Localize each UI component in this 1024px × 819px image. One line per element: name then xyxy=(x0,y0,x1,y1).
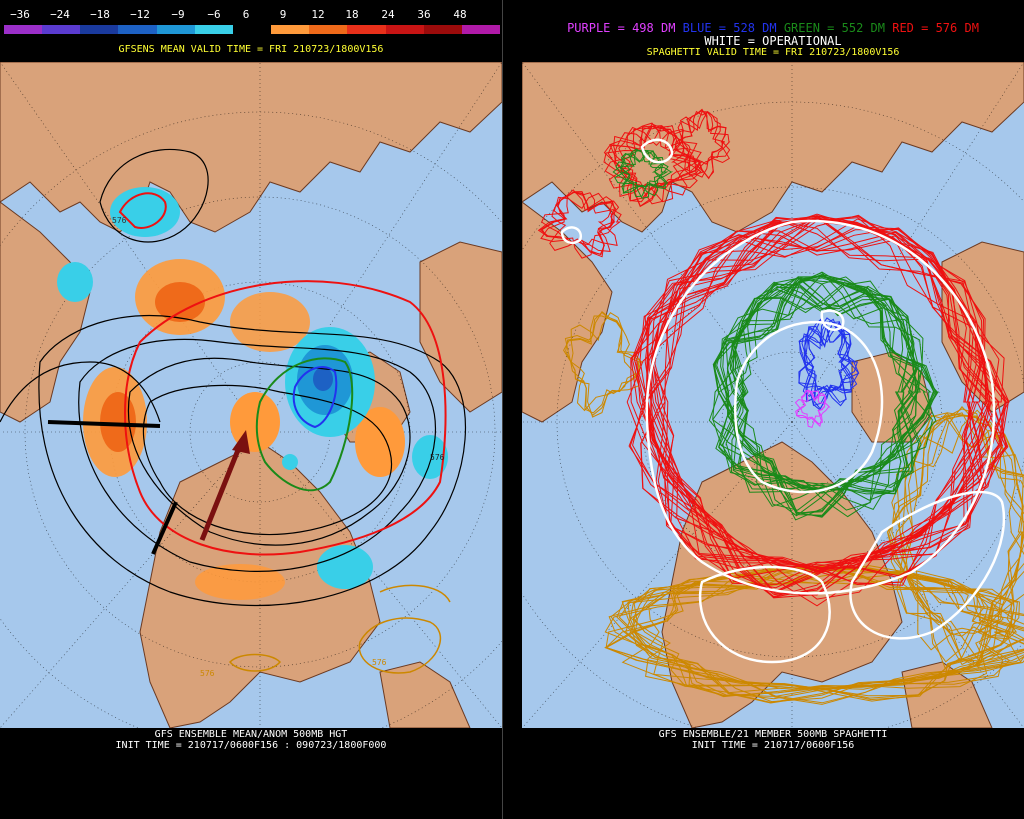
legend-swatch xyxy=(195,25,233,34)
right-init-time: INIT TIME = 210717/0600F156 xyxy=(522,740,1024,751)
left-bottom-title: GFS ENSEMBLE MEAN/ANOM 500MB HGT xyxy=(0,729,502,740)
spaghetti-map xyxy=(522,62,1024,728)
legend-label: 9 xyxy=(280,8,287,21)
legend-swatch xyxy=(386,25,424,34)
spaghetti-map-svg xyxy=(522,62,1024,728)
legend-swatch xyxy=(347,25,385,34)
legend-green: GREEN = 552 DM xyxy=(784,21,885,35)
legend-purple: PURPLE = 498 DM xyxy=(567,21,675,35)
legend-swatch xyxy=(424,25,462,34)
legend-label: −9 xyxy=(171,8,184,21)
legend-label: 12 xyxy=(311,8,324,21)
legend-swatch xyxy=(80,25,118,34)
legend-swatch xyxy=(462,25,500,34)
anomaly-legend-labels: −36 −24 −18 −12 −9 −6 6 9 12 18 24 36 48 xyxy=(0,8,502,22)
legend-label: 18 xyxy=(345,8,358,21)
contour-label: 576 xyxy=(372,658,387,667)
legend-label: −6 xyxy=(207,8,220,21)
legend-label: 24 xyxy=(381,8,394,21)
contour-label: 576 xyxy=(430,453,445,462)
panel-divider-line xyxy=(502,0,503,819)
legend-swatch xyxy=(118,25,156,34)
right-bottom-title: GFS ENSEMBLE/21 MEMBER 500MB SPAGHETTI xyxy=(522,729,1024,740)
anomaly-map-svg: 576 576 576 576 xyxy=(0,62,502,728)
legend-label: −12 xyxy=(130,8,150,21)
legend-label: 48 xyxy=(453,8,466,21)
legend-swatch xyxy=(271,25,309,34)
legend-red: RED = 576 DM xyxy=(892,21,979,35)
left-valid-time: GFSENS MEAN VALID TIME = FRI 210723/1800… xyxy=(0,44,502,55)
legend-swatch xyxy=(42,25,80,34)
legend-white: WHITE = OPERATIONAL xyxy=(522,35,1024,47)
anomaly-panel: −36 −24 −18 −12 −9 −6 6 9 12 18 24 36 48… xyxy=(0,0,502,819)
left-init-time: INIT TIME = 210717/0600F156 : 090723/180… xyxy=(0,740,502,751)
contour-label: 576 xyxy=(112,216,127,225)
legend-label: −24 xyxy=(50,8,70,21)
legend-label: −36 xyxy=(10,8,30,21)
legend-swatch xyxy=(233,25,271,34)
panel-divider xyxy=(502,0,522,819)
legend-swatch xyxy=(4,25,42,34)
legend-swatch xyxy=(157,25,195,34)
spaghetti-panel: PURPLE = 498 DM BLUE = 528 DM GREEN = 55… xyxy=(522,0,1024,819)
anomaly-map: 576 576 576 576 xyxy=(0,62,502,728)
legend-blue: BLUE = 528 DM xyxy=(683,21,777,35)
legend-swatch xyxy=(309,25,347,34)
legend-label: 6 xyxy=(243,8,250,21)
legend-label: −18 xyxy=(90,8,110,21)
anomaly-color-bar xyxy=(4,25,500,34)
legend-label: 36 xyxy=(417,8,430,21)
right-valid-time: SPAGHETTI VALID TIME = FRI 210723/1800V1… xyxy=(522,47,1024,58)
contour-label: 576 xyxy=(200,669,215,678)
